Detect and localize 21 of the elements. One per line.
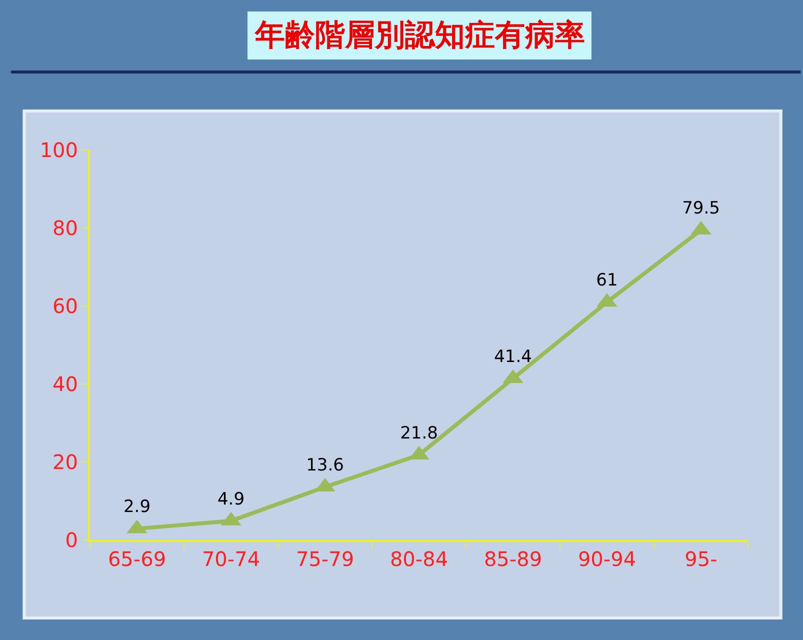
- y-tick-label: 0: [65, 528, 78, 552]
- data-label: 2.9: [123, 497, 151, 518]
- x-tick-label: 95-: [684, 547, 718, 571]
- y-tick-label: 80: [52, 216, 78, 240]
- y-tick-label: 20: [52, 450, 78, 474]
- data-label: 4.9: [217, 489, 245, 510]
- x-tick-label: 85-89: [484, 547, 542, 571]
- y-tick-label: 40: [52, 372, 78, 396]
- x-tick-label: 90-94: [578, 547, 636, 571]
- x-tick-label: 75-79: [296, 547, 354, 571]
- y-tick-label: 60: [52, 294, 78, 318]
- data-label: 41.4: [494, 347, 532, 368]
- x-tick-label: 80-84: [390, 547, 448, 571]
- chart-title: 年齢階層別認知症有病率: [254, 18, 585, 53]
- data-label: 21.8: [400, 423, 438, 444]
- y-tick-label: 100: [40, 138, 78, 162]
- x-tick-label: 65-69: [108, 547, 166, 571]
- data-label: 61: [596, 270, 618, 291]
- data-label: 79.5: [682, 198, 720, 218]
- x-tick-label: 70-74: [202, 547, 260, 571]
- data-label: 13.6: [306, 455, 344, 476]
